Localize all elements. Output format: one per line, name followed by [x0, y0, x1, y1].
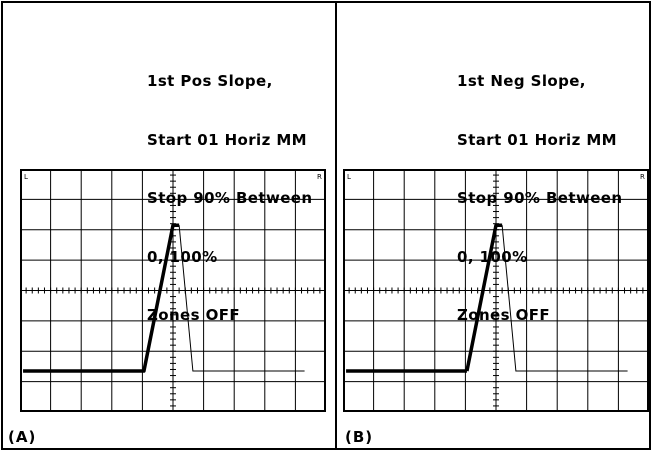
caption-b-line-2: Start 01 Horiz MM	[457, 130, 617, 149]
caption-a-line-3: Stop 90% Between	[147, 189, 313, 207]
panel-label-a: (A)	[8, 428, 37, 446]
caption-a: 1st Pos Slope, Start 01 Horiz MM Stop 90…	[147, 33, 312, 345]
waveform-trace	[178, 225, 305, 372]
waveform-intensified-segment	[23, 223, 180, 373]
corner-label-right: R	[640, 173, 645, 181]
panel-label-b: (B)	[345, 428, 374, 446]
caption-a-line-2: Start 01 Horiz MM	[147, 130, 307, 149]
caption-b-line-3: Stop 90% Between	[457, 189, 623, 207]
panel-divider	[335, 1, 337, 450]
corner-label-left: L	[347, 173, 351, 181]
caption-b-line-1: 1st Neg Slope,	[457, 72, 586, 90]
corner-label-left: L	[24, 173, 28, 181]
caption-b: 1st Neg Slope, Start 01 Horiz MM Stop 90…	[457, 33, 622, 345]
corner-label-right: R	[317, 173, 322, 181]
waveform-intensified-segment	[465, 223, 503, 372]
caption-a-line-1: 1st Pos Slope,	[147, 72, 273, 90]
waveform-trace	[501, 225, 628, 372]
